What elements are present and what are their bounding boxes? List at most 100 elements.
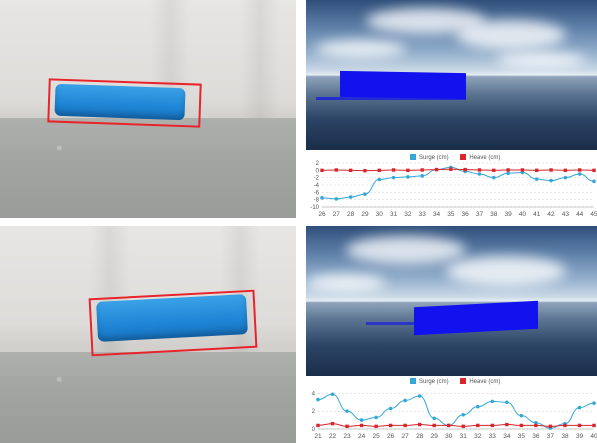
x-tick-label: 36 [532,433,540,440]
surge-point [475,404,480,409]
heave-point [492,168,496,173]
x-tick-label: 35 [518,433,526,440]
y-tick-label: 0 [316,168,320,174]
heave-point [377,168,381,173]
heave-point [406,168,410,173]
legend-label-surge: Surge (cm) [419,378,449,385]
x-tick-label: 35 [447,211,455,218]
surge-point [505,400,509,405]
x-tick-label: 27 [333,211,341,218]
heave-point [403,423,407,428]
surge-point [316,397,320,402]
heave-point [316,423,320,428]
y-tick-label: -10 [310,205,319,211]
x-tick-label: 40 [590,433,597,440]
heave-point [592,423,596,428]
heave-point [506,168,510,172]
experiment-photo-top [0,0,296,218]
detection-box [88,289,258,357]
simulated-vessel [340,70,466,100]
simulated-vessel [414,300,538,336]
x-tick-label: 40 [519,211,527,218]
x-tick-label: 39 [576,433,584,440]
surge-point [345,409,349,413]
x-tick-label: 45 [590,211,597,218]
surge-point [592,179,596,184]
cloud [346,236,466,264]
surge-point [534,420,538,425]
simulation-view-top [306,0,597,150]
surge-point [334,197,339,201]
heave-point [476,423,480,428]
cloud [456,20,566,50]
legend-label-heave: Heave (cm) [469,378,501,385]
x-tick-label: 42 [547,211,555,218]
experiment-photo-bottom [0,226,296,443]
surge-point [577,405,582,410]
heave-point [334,168,339,172]
surge-point [391,175,396,180]
x-tick-label: 37 [547,433,555,440]
y-tick-label: -2 [314,176,320,182]
heave-point [548,424,553,429]
heave-point [563,168,568,173]
surge-point [577,172,582,176]
legend-label-heave: Heave (cm) [469,154,501,161]
x-tick-label: 29 [361,211,369,218]
x-tick-label: 30 [376,211,384,218]
x-tick-label: 34 [433,211,441,218]
x-tick-label: 28 [416,433,424,440]
cloud [496,52,586,68]
x-tick-label: 28 [347,211,355,218]
x-tick-label: 43 [562,211,570,218]
x-tick-label: 38 [561,433,569,440]
x-tick-label: 27 [402,433,410,440]
surge-point [490,399,495,404]
heave-point [434,167,439,172]
y-tick-label: -4 [314,183,320,189]
surge-point [534,177,539,181]
x-tick-label: 34 [503,433,511,440]
cloud [316,40,406,58]
surge-point [359,418,364,422]
heave-point [520,168,525,172]
surge-point [320,196,324,200]
heave-point [391,168,396,172]
heave-point [363,169,367,173]
heave-point [320,168,324,173]
surge-point [592,401,596,405]
x-tick-label: 37 [476,211,484,218]
surge-point [348,195,353,199]
surge-point [519,413,524,418]
heave-point [505,422,509,427]
heave-point [420,168,424,172]
heave-point [534,423,538,428]
heave-point [345,424,349,429]
heave-point [592,168,596,173]
x-tick-label: 26 [387,433,395,440]
heave-point [535,168,539,173]
heave-point [348,168,353,173]
heave-point [447,423,451,428]
heave-point [374,424,378,429]
heave-point [461,424,465,429]
heave-point [463,167,467,172]
chart-legend: Surge (cm) Heave (cm) [410,378,510,385]
surge-point [563,175,568,180]
simulation-view-bottom [306,226,597,376]
heave-point [563,423,567,428]
surge-point [403,398,407,403]
x-tick-label: 24 [358,433,366,440]
x-tick-label: 39 [504,211,512,218]
surge-point [420,174,425,178]
heave-swatch [460,154,467,160]
legend-label-surge: Surge (cm) [419,154,449,161]
detection-box [47,78,202,128]
heave-swatch [460,378,467,384]
surge-point [377,177,382,182]
tank-floor [0,352,296,443]
surge-point [491,175,496,180]
x-tick-label: 44 [576,211,584,218]
x-tick-label: 38 [490,211,498,218]
x-tick-label: 33 [489,433,497,440]
